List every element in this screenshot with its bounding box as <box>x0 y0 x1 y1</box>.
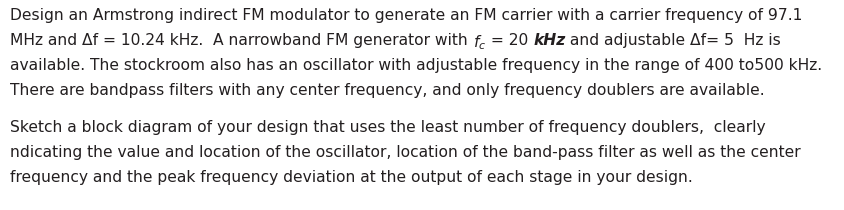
Text: There are bandpass filters with any center frequency, and only frequency doubler: There are bandpass filters with any cent… <box>10 83 764 98</box>
Text: $f_c$: $f_c$ <box>472 33 485 52</box>
Text: available. The stockroom also has an oscillator with adjustable frequency in the: available. The stockroom also has an osc… <box>10 58 821 73</box>
Text: = 20: = 20 <box>485 33 533 48</box>
Text: MHz and Δf = 10.24 kHz.  A narrowband FM generator with: MHz and Δf = 10.24 kHz. A narrowband FM … <box>10 33 472 48</box>
Text: Sketch a block diagram of your design that uses the least number of frequency do: Sketch a block diagram of your design th… <box>10 120 765 135</box>
Text: and adjustable Δf= 5  Hz is: and adjustable Δf= 5 Hz is <box>565 33 780 48</box>
Text: Design an Armstrong indirect FM modulator to generate an FM carrier with a carri: Design an Armstrong indirect FM modulato… <box>10 8 802 23</box>
Text: ndicating the value and location of the oscillator, location of the band-pass fi: ndicating the value and location of the … <box>10 145 799 160</box>
Text: kHz: kHz <box>533 33 565 48</box>
Text: frequency and the peak frequency deviation at the output of each stage in your d: frequency and the peak frequency deviati… <box>10 170 692 185</box>
